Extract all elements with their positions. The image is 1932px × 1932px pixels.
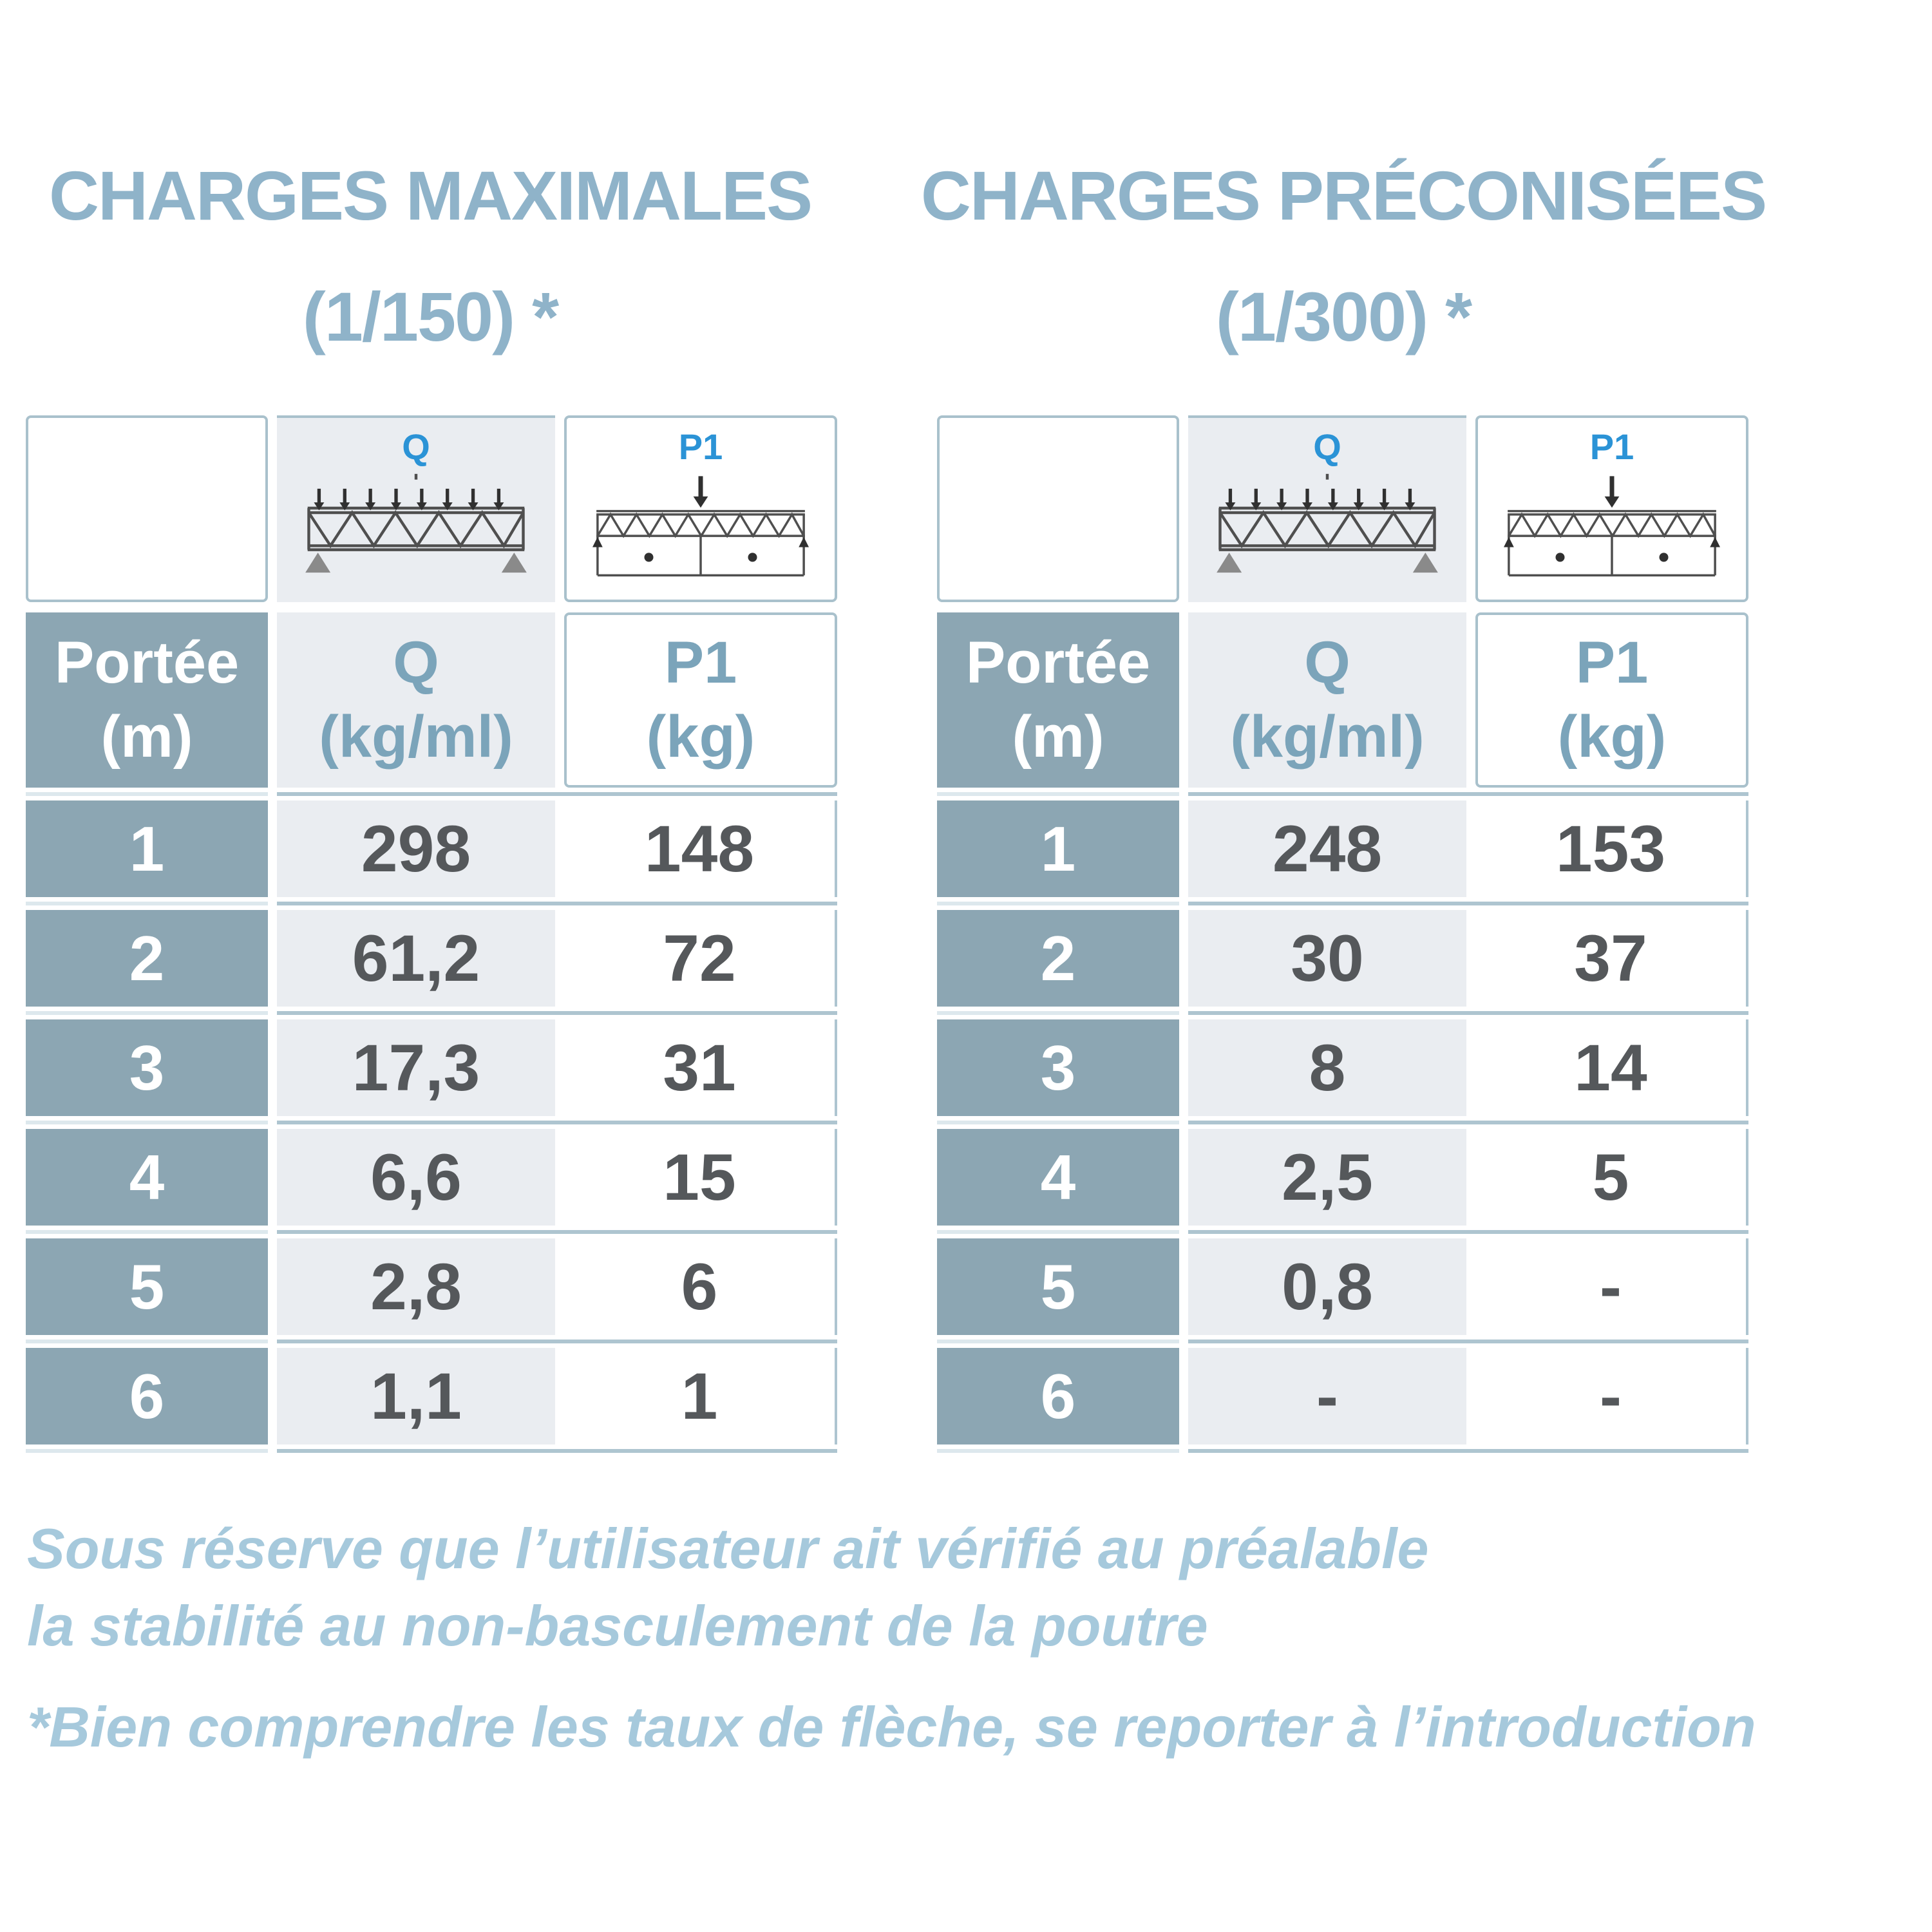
table1-title: CHARGES MAXIMALES (1/150) * (26, 161, 835, 352)
col-header-p1: P1 (kg) (564, 612, 837, 788)
q-value-cell: - (1188, 1348, 1466, 1444)
col-header-q-line1: Q (393, 630, 439, 696)
p1-value-cell: 72 (564, 910, 837, 1007)
row-divider (26, 1335, 837, 1348)
header-gap (937, 602, 1748, 612)
footnote-stability-line1: Sous réserve que l’utilisateur ait vérif… (27, 1517, 1429, 1580)
span-cell: 5 (937, 1238, 1179, 1335)
table1-title-line2: (1/150) * (302, 278, 559, 355)
footnote-deflection: *Bien comprendre les taux de flèche, se … (27, 1689, 1927, 1766)
q-value-cell: 248 (1188, 800, 1466, 897)
span-cell: 4 (937, 1129, 1179, 1226)
col-header-q: Q (kg/ml) (277, 612, 555, 788)
span-cell: 2 (937, 910, 1179, 1007)
p1-value-cell: 15 (564, 1129, 837, 1226)
row-divider (937, 1007, 1748, 1019)
col-header-portee-line2: (m) (100, 704, 193, 770)
span-cell: 4 (26, 1129, 268, 1226)
q-value-cell: 1,1 (277, 1348, 555, 1444)
span-cell: 1 (937, 800, 1179, 897)
col-header-p1-line2: (kg) (646, 704, 755, 770)
p1-value-cell: 153 (1475, 800, 1748, 897)
q-icon-header-cell: Q (277, 415, 555, 602)
corner-empty-cell (26, 415, 268, 602)
col-header-q: Q (kg/ml) (1188, 612, 1466, 788)
col-header-portee-line1: Portée (965, 630, 1151, 696)
col-header-p1: P1 (kg) (1475, 612, 1748, 788)
col-header-portee: Portée (m) (937, 612, 1179, 788)
q-value-cell: 8 (1188, 1019, 1466, 1116)
row-divider (26, 788, 837, 800)
distributed-load-truss-icon (1217, 473, 1438, 573)
p1-value-cell: 37 (1475, 910, 1748, 1007)
table2-title-line2: (1/300) * (1215, 278, 1472, 355)
row-divider (26, 897, 837, 910)
span-cell: 3 (26, 1019, 268, 1116)
col-header-q-line2: (kg/ml) (319, 704, 513, 770)
col-header-portee-line2: (m) (1012, 704, 1104, 770)
span-cell: 3 (937, 1019, 1179, 1116)
row-divider (937, 1226, 1748, 1238)
col-header-portee-line1: Portée (54, 630, 240, 696)
p1-value-cell: - (1475, 1348, 1748, 1444)
footnote-stability-line2: la stabilité au non-basculement de la po… (27, 1593, 1208, 1658)
row-divider (937, 897, 1748, 910)
q-value-cell: 2,8 (277, 1238, 555, 1335)
table2-title: CHARGES PRÉCONISÉES (1/300) * (909, 161, 1777, 352)
q-icon-label: Q (1313, 426, 1341, 467)
col-header-q-line1: Q (1304, 630, 1350, 696)
q-value-cell: 30 (1188, 910, 1466, 1007)
distributed-load-truss-icon (305, 473, 527, 573)
col-header-p1-line1: P1 (1575, 630, 1649, 696)
row-divider (937, 788, 1748, 800)
col-header-portee: Portée (m) (26, 612, 268, 788)
span-cell: 1 (26, 800, 268, 897)
table2-title-line1: CHARGES PRÉCONISÉES (920, 156, 1767, 234)
q-value-cell: 298 (277, 800, 555, 897)
table1-title-line1: CHARGES MAXIMALES (48, 156, 813, 234)
p1-icon-label: P1 (678, 426, 723, 467)
table-charges-preconisees: Q P1 (937, 415, 1748, 1457)
q-value-cell: 2,5 (1188, 1129, 1466, 1226)
p1-value-cell: 6 (564, 1238, 837, 1335)
p1-value-cell: 5 (1475, 1129, 1748, 1226)
footnote-deflection-line1: *Bien comprendre les taux de flèche, se … (27, 1695, 1756, 1759)
row-divider (937, 1335, 1748, 1348)
p1-value-cell: 148 (564, 800, 837, 897)
p1-value-cell: 1 (564, 1348, 837, 1444)
row-divider (26, 1444, 837, 1457)
p1-value-cell: 14 (1475, 1019, 1748, 1116)
q-icon-header-cell: Q (1188, 415, 1466, 602)
span-cell: 5 (26, 1238, 268, 1335)
span-cell: 6 (937, 1348, 1179, 1444)
corner-empty-cell (937, 415, 1179, 602)
span-cell: 2 (26, 910, 268, 1007)
point-load-truss-icon (1504, 476, 1720, 577)
p1-icon-label: P1 (1589, 426, 1634, 467)
col-header-p1-line1: P1 (664, 630, 737, 696)
row-divider (937, 1444, 1748, 1457)
col-header-q-line2: (kg/ml) (1230, 704, 1425, 770)
q-icon-label: Q (402, 426, 430, 467)
footnote-stability: Sous réserve que l’utilisateur ait vérif… (27, 1510, 1927, 1664)
q-value-cell: 6,6 (277, 1129, 555, 1226)
header-gap (26, 602, 837, 612)
p1-value-cell: 31 (564, 1019, 837, 1116)
p1-value-cell: - (1475, 1238, 1748, 1335)
p1-icon-header-cell: P1 (1475, 415, 1748, 602)
point-load-truss-icon (592, 476, 809, 577)
row-divider (26, 1226, 837, 1238)
q-value-cell: 61,2 (277, 910, 555, 1007)
q-value-cell: 0,8 (1188, 1238, 1466, 1335)
row-divider (26, 1116, 837, 1129)
q-value-cell: 17,3 (277, 1019, 555, 1116)
p1-icon-header-cell: P1 (564, 415, 837, 602)
table-charges-maximales: Q P1 (26, 415, 837, 1457)
row-divider (26, 1007, 837, 1019)
row-divider (937, 1116, 1748, 1129)
span-cell: 6 (26, 1348, 268, 1444)
col-header-p1-line2: (kg) (1557, 704, 1667, 770)
